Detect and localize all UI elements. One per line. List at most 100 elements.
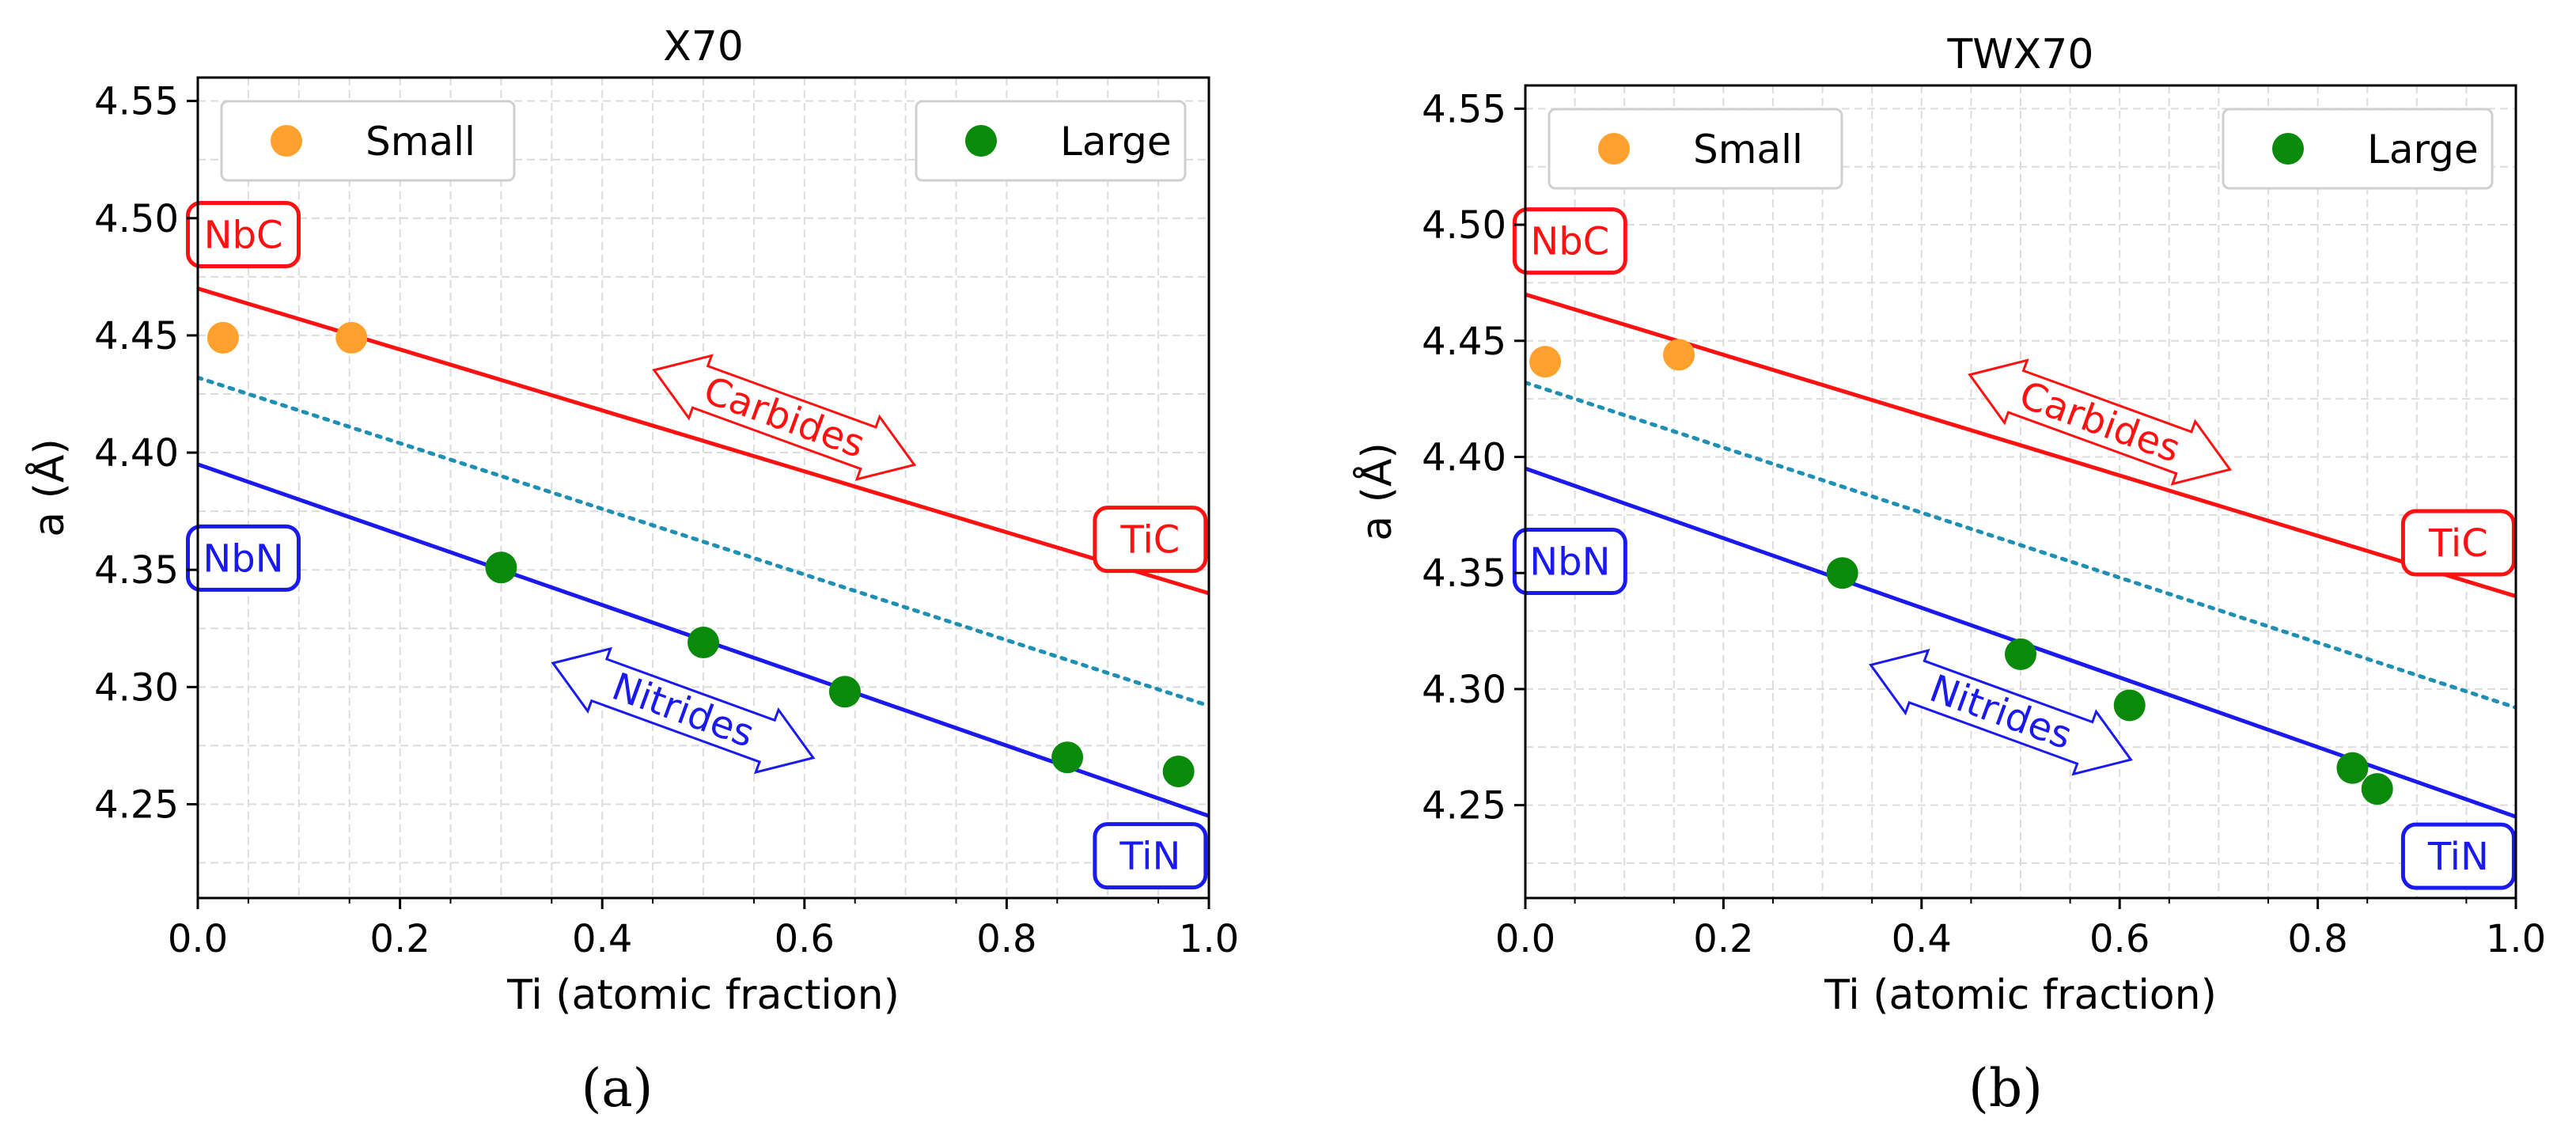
label-box-text: TiN bbox=[2427, 835, 2489, 879]
x-tick-label: 0.0 bbox=[168, 917, 228, 961]
legend-marker bbox=[1598, 133, 1630, 165]
x-tick-label: 0.2 bbox=[369, 917, 430, 961]
x-tick-label: 0.8 bbox=[2287, 917, 2347, 961]
label-box-nbn bbox=[1512, 528, 1627, 596]
midline bbox=[198, 375, 1209, 708]
x-axis-label: Ti (atomic fraction) bbox=[1824, 972, 2217, 1019]
legend-marker bbox=[2272, 133, 2304, 165]
series-small bbox=[206, 321, 368, 354]
x-tick-label: 0.6 bbox=[2089, 917, 2150, 961]
series-large bbox=[485, 551, 1195, 788]
data-point bbox=[1663, 339, 1695, 371]
data-point bbox=[1051, 741, 1084, 774]
legend-small: Small bbox=[1547, 108, 1843, 190]
y-tick-label: 4.50 bbox=[94, 197, 179, 241]
label-box-tic bbox=[1093, 506, 1208, 574]
nitrides-arrow: Nitrides bbox=[1869, 648, 2133, 776]
label-box-nbn bbox=[186, 524, 301, 592]
axes-frame bbox=[196, 76, 1210, 900]
label-box-text: TiN bbox=[1119, 835, 1180, 879]
double-arrow-shape bbox=[652, 354, 917, 481]
y-tick-label: 4.30 bbox=[94, 665, 179, 710]
data-point bbox=[2361, 773, 2393, 805]
data-point bbox=[2336, 752, 2369, 784]
x-tick-label: 0.0 bbox=[1495, 917, 1555, 961]
x-tick-label: 0.4 bbox=[572, 917, 632, 961]
data-point bbox=[206, 321, 239, 354]
legend-box bbox=[220, 100, 516, 182]
chart-panel-2: Carbides Nitrides NbC TiC NbN TiN Small Large 0.… bbox=[1352, 31, 2546, 1119]
legend-label: Small bbox=[1693, 127, 1803, 172]
arrow-label: Nitrides bbox=[606, 665, 760, 756]
legend-label: Small bbox=[366, 119, 475, 165]
nitrides-arrow: Nitrides bbox=[551, 646, 816, 775]
data-point bbox=[2113, 689, 2146, 722]
legend-box bbox=[1547, 108, 1843, 190]
grid bbox=[197, 78, 1210, 898]
y-tick-label: 4.40 bbox=[94, 431, 179, 476]
label-box-text: NbN bbox=[1529, 540, 1610, 585]
legend-label: Large bbox=[1060, 119, 1172, 165]
double-arrow-shape bbox=[1869, 648, 2133, 776]
x-tick-label: 1.0 bbox=[1179, 917, 1239, 961]
series-small bbox=[1529, 339, 1695, 378]
label-box-tin bbox=[1093, 822, 1208, 890]
chart-title: X70 bbox=[663, 23, 744, 70]
double-arrow-shape bbox=[551, 646, 816, 775]
series-large bbox=[1826, 557, 2393, 805]
x-tick-label: 1.0 bbox=[2486, 917, 2546, 961]
y-tick-label: 4.35 bbox=[94, 548, 179, 593]
y-axis-label: a (Å) bbox=[1352, 442, 1401, 541]
legend-small: Small bbox=[220, 100, 516, 182]
x-tick-label: 0.2 bbox=[1693, 917, 1753, 961]
data-point bbox=[335, 321, 368, 354]
carbides-arrow: Carbides bbox=[652, 354, 917, 481]
label-box-text: TiC bbox=[2428, 521, 2488, 566]
chart-panel-1: Carbides Nitrides NbC TiC NbN TiN Small Large 0.… bbox=[25, 23, 1239, 1119]
axes-frame bbox=[1524, 84, 2517, 900]
legend-large: Large bbox=[2222, 108, 2494, 190]
x-tick-label: 0.6 bbox=[775, 917, 835, 961]
data-point bbox=[688, 627, 719, 659]
data-point bbox=[485, 551, 517, 584]
legend-marker bbox=[271, 125, 302, 157]
label-box-text: NbC bbox=[1530, 220, 1609, 264]
y-tick-label: 4.45 bbox=[94, 314, 179, 358]
label-box-nbc bbox=[1512, 207, 1627, 275]
label-box-text: NbN bbox=[203, 536, 283, 581]
chart-title: TWX70 bbox=[1947, 31, 2094, 78]
y-axis-label: a (Å) bbox=[25, 438, 74, 537]
legend-large: Large bbox=[915, 100, 1187, 182]
arrow-label: Nitrides bbox=[1924, 666, 2078, 758]
label-box-text: NbC bbox=[204, 214, 283, 258]
x-tick-label: 0.8 bbox=[976, 917, 1036, 961]
data-point bbox=[1162, 756, 1195, 788]
legend-box bbox=[2222, 108, 2494, 190]
y-tick-label: 4.25 bbox=[1422, 784, 1506, 828]
data-point bbox=[828, 676, 861, 708]
y-tick-label: 4.40 bbox=[1422, 435, 1506, 479]
grid bbox=[1525, 85, 2517, 898]
double-arrow-shape bbox=[1968, 358, 2233, 486]
data-point bbox=[2005, 638, 2036, 670]
legend-label: Large bbox=[2367, 127, 2479, 172]
y-tick-label: 4.55 bbox=[1422, 87, 1506, 131]
label-box-tin bbox=[2400, 822, 2516, 890]
x-axis-label: Ti (atomic fraction) bbox=[506, 972, 900, 1019]
label-box-nbc bbox=[186, 201, 301, 269]
label-box-tic bbox=[2400, 509, 2516, 577]
carbides-arrow: Carbides bbox=[1968, 358, 2233, 486]
legend-box bbox=[915, 100, 1187, 182]
y-tick-label: 4.25 bbox=[94, 782, 179, 827]
y-tick-label: 4.35 bbox=[1422, 551, 1506, 596]
legend-marker bbox=[965, 125, 997, 157]
panel-label: (b) bbox=[1968, 1058, 2043, 1119]
x-tick-label: 0.4 bbox=[1892, 917, 1952, 961]
data-point bbox=[1826, 557, 1858, 589]
y-tick-label: 4.30 bbox=[1422, 668, 1506, 712]
panel-label: (a) bbox=[581, 1058, 653, 1119]
y-tick-label: 4.55 bbox=[94, 80, 179, 124]
y-tick-label: 4.45 bbox=[1422, 320, 1506, 364]
y-tick-label: 4.50 bbox=[1422, 203, 1506, 248]
